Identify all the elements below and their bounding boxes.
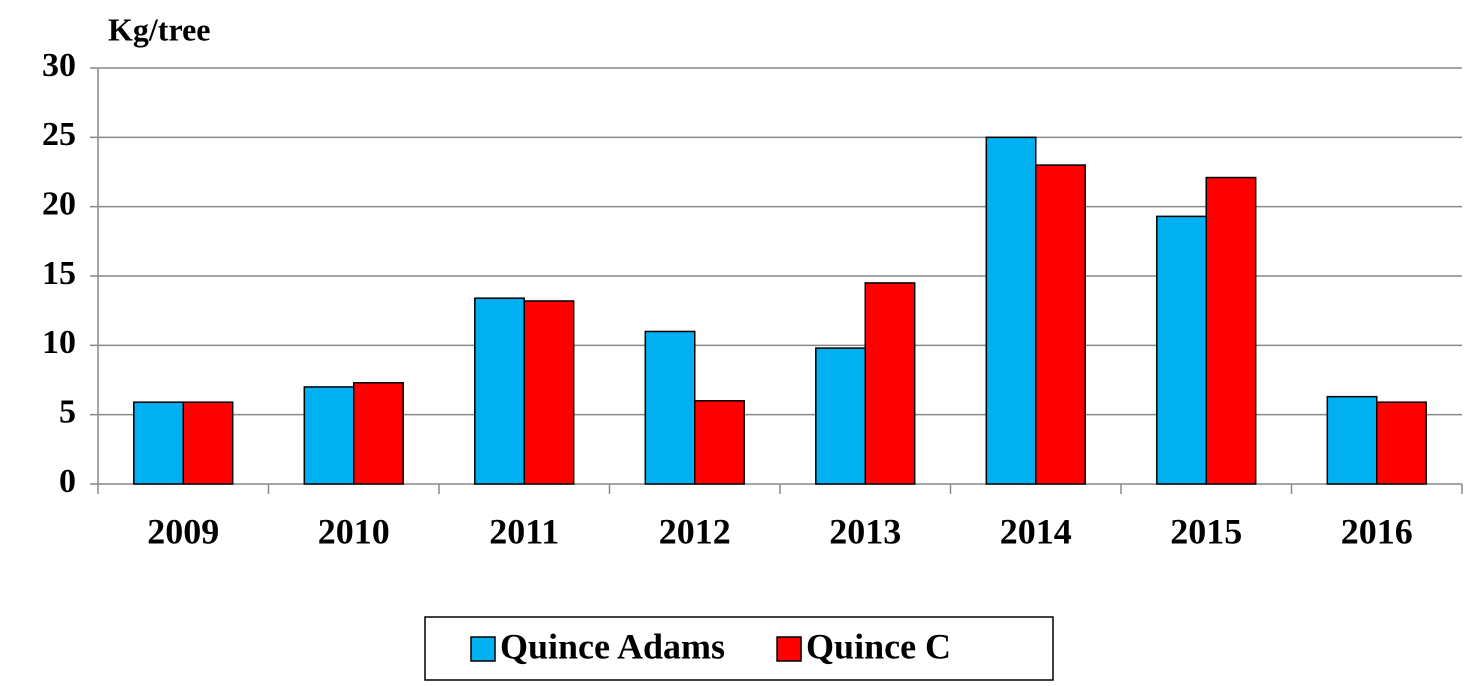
x-tick-label: 2009 — [147, 511, 219, 551]
y-axis-label: Kg/tree — [108, 11, 210, 47]
x-tick-label: 2011 — [489, 511, 559, 551]
x-tick-label: 2012 — [659, 511, 731, 551]
legend-label: Quince Adams — [500, 626, 725, 666]
y-tick-label: 20 — [42, 185, 76, 222]
y-tick-label: 25 — [42, 116, 76, 153]
bar — [644, 330, 696, 485]
bar — [985, 136, 1037, 485]
bar — [1205, 176, 1257, 485]
bar — [1035, 164, 1086, 485]
x-tick-label: 2014 — [1000, 511, 1072, 551]
x-tick-label: 2010 — [318, 511, 390, 551]
legend-box — [424, 616, 1054, 681]
x-tick-label: 2016 — [1341, 511, 1413, 551]
legend-label: Quince C — [806, 626, 951, 666]
bar — [1376, 401, 1427, 485]
legend-swatch — [470, 636, 496, 662]
bar — [1156, 215, 1208, 485]
bar — [182, 401, 234, 485]
bar — [1326, 395, 1378, 485]
y-tick-label: 0 — [59, 463, 76, 500]
bar — [815, 347, 866, 485]
bar — [523, 300, 575, 485]
y-tick-label: 5 — [59, 393, 76, 430]
y-tick-label: 30 — [42, 47, 76, 84]
bar — [303, 386, 355, 485]
bar — [353, 382, 404, 485]
y-tick-label: 15 — [42, 255, 76, 292]
bar — [133, 401, 184, 485]
bar — [474, 297, 525, 485]
bar — [694, 400, 745, 485]
legend-swatch — [776, 636, 802, 662]
x-tick-label: 2015 — [1170, 511, 1242, 551]
x-tick-label: 2013 — [829, 511, 901, 551]
bar — [864, 282, 916, 485]
y-tick-label: 10 — [42, 324, 76, 361]
